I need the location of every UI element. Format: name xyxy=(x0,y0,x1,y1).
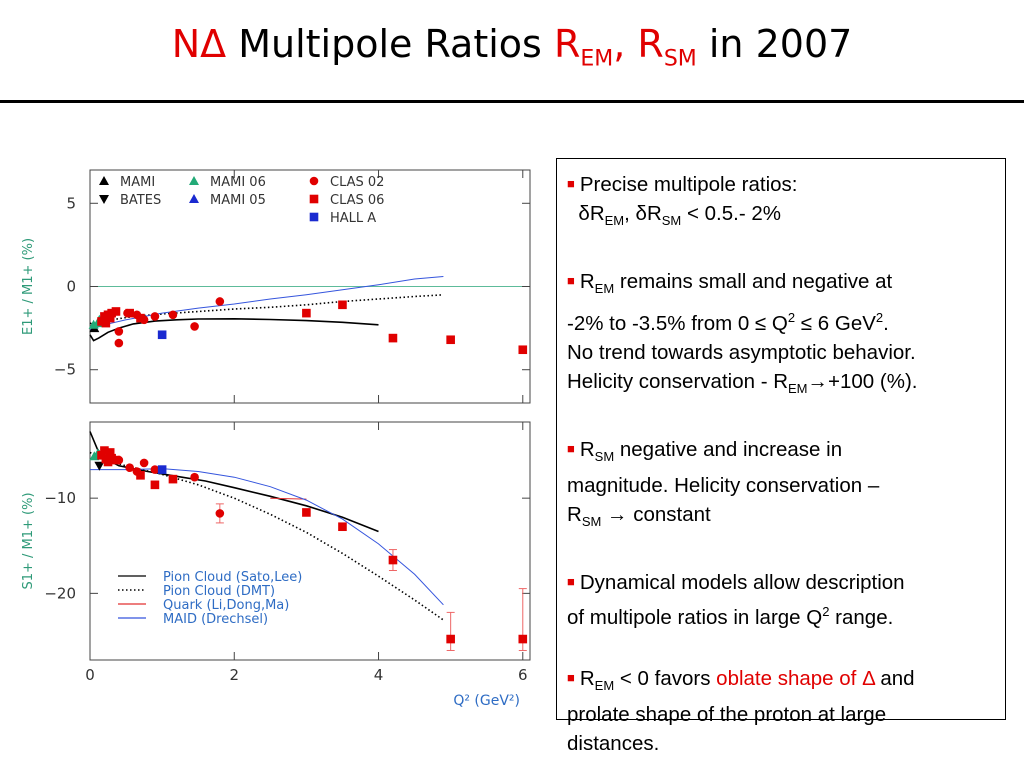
legend-marker xyxy=(309,212,319,222)
note-3: ■ RSM negative and increase in magnitude. … xyxy=(567,438,880,530)
top-y-tick-label: −5 xyxy=(54,361,76,379)
bottom-point xyxy=(107,453,116,463)
legend-marker xyxy=(189,176,199,185)
top-point xyxy=(215,297,225,306)
bottom-x-tick-label: 4 xyxy=(374,666,384,684)
top-curve xyxy=(89,276,444,331)
notes-box: ■ Precise multipole ratios: δREM, δRSM < … xyxy=(556,158,1006,755)
top-point xyxy=(518,345,528,355)
top-point xyxy=(114,327,124,336)
top-point xyxy=(388,333,398,343)
bottom-curve xyxy=(89,431,379,533)
bottom-y-tick-label: −10 xyxy=(44,489,76,507)
legend-marker xyxy=(189,194,199,203)
bottom-plot-frame xyxy=(89,421,531,661)
bottom-point xyxy=(111,455,121,465)
note-4: ■ Dynamical models allow description of mu… xyxy=(567,571,905,630)
note-2: ■ REM remains small and negative at -2% to… xyxy=(567,270,918,397)
bottom-point xyxy=(302,508,311,517)
bottom-point xyxy=(94,461,105,471)
title-main: Multipole Ratios xyxy=(238,22,542,66)
top-curve xyxy=(89,317,379,342)
bottom-curve xyxy=(90,468,444,606)
legend-label: Pion Cloud (DMT) xyxy=(163,584,275,599)
legend-label: MAMI 06 xyxy=(210,175,266,190)
bottom-point xyxy=(338,522,347,532)
top-point xyxy=(446,335,455,345)
top-point xyxy=(338,300,347,310)
title-rule xyxy=(0,100,1024,103)
bottom-point xyxy=(136,471,145,480)
bottom-point xyxy=(215,509,225,518)
legend-marker xyxy=(309,194,319,204)
top-point xyxy=(125,308,134,318)
legend-label: CLAS 02 xyxy=(330,175,384,190)
legend-label: Pion Cloud (Sato,Lee) xyxy=(163,570,302,585)
title-rem: REM, RSM xyxy=(553,22,697,72)
slide-title: NΔ Multipole Ratios REM, RSM in 2007 xyxy=(0,22,1024,72)
top-point xyxy=(101,318,111,328)
bottom-point xyxy=(100,446,109,455)
x-axis-label: Q² (GeV²) xyxy=(453,693,520,709)
top-y-axis-label: E1+ / M1+ (%) xyxy=(21,238,36,335)
top-point xyxy=(97,317,106,326)
bottom-point xyxy=(168,474,178,484)
legend-label: MAMI xyxy=(120,175,155,190)
top-point xyxy=(114,338,124,348)
top-point xyxy=(105,313,115,323)
bottom-point xyxy=(518,634,528,644)
bottom-point xyxy=(125,463,134,472)
bottom-point xyxy=(150,480,160,490)
bottom-point xyxy=(157,465,167,474)
top-point xyxy=(168,310,178,320)
top-point xyxy=(150,312,160,321)
top-y-tick-label: 0 xyxy=(66,278,76,296)
top-point xyxy=(190,322,199,331)
bottom-point xyxy=(105,448,115,457)
top-point xyxy=(107,308,116,318)
top-point xyxy=(157,330,167,340)
legend-label: HALL A xyxy=(330,211,376,226)
legend-marker xyxy=(99,195,109,204)
title-year: in 2007 xyxy=(708,22,853,66)
legend-label: Quark (Li,Dong,Ma) xyxy=(163,598,289,613)
bottom-x-tick-label: 2 xyxy=(229,666,239,684)
note-1: ■ Precise multipole ratios: δREM, δRSM < … xyxy=(567,173,798,229)
bottom-y-tick-label: −20 xyxy=(44,584,76,602)
bottom-point xyxy=(150,465,160,474)
top-point xyxy=(111,307,121,316)
legend-label: MAMI 05 xyxy=(210,193,266,208)
legend-label: MAID (Drechsel) xyxy=(163,612,268,627)
bottom-point xyxy=(139,458,149,468)
legend-marker xyxy=(309,176,319,186)
top-point xyxy=(136,313,145,323)
legend-marker xyxy=(99,176,109,185)
title-ndelta: NΔ xyxy=(171,22,227,66)
bottom-curve xyxy=(270,497,307,500)
bottom-point xyxy=(190,472,199,482)
bottom-point xyxy=(388,555,398,565)
top-y-tick-label: 5 xyxy=(66,194,76,212)
bottom-point xyxy=(97,451,106,460)
bottom-x-tick-label: 6 xyxy=(518,666,528,684)
top-point xyxy=(302,308,311,318)
bottom-x-tick-label: 0 xyxy=(85,666,95,684)
bottom-y-axis-label: S1+ / M1+ (%) xyxy=(21,492,36,589)
bottom-point xyxy=(446,634,455,644)
legend-label: CLAS 06 xyxy=(330,193,384,208)
legend-label: BATES xyxy=(120,193,161,208)
note-5: ■ REM < 0 favors oblate shape of Δ and pro… xyxy=(567,667,915,756)
multipole-chart: 5 0 −5 E1+ / M1+ (%) MAMI BATES MAMI 06 MAMI 05… xyxy=(21,169,531,709)
